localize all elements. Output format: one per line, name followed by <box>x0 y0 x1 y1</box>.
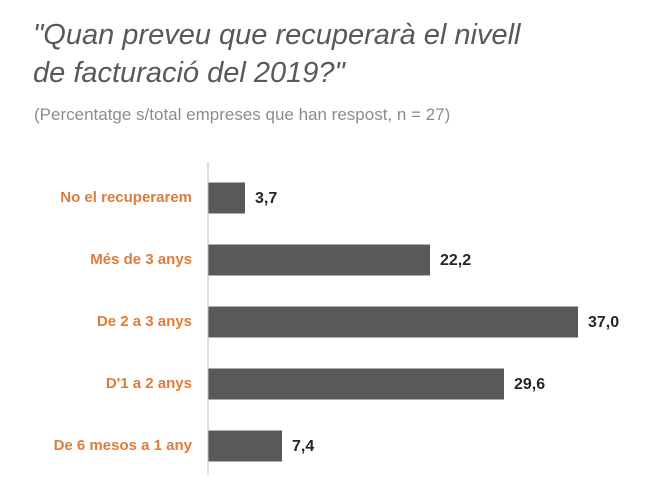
bar-4 <box>208 368 504 400</box>
chart-title-line-1: "Quan preveu que recuperarà el nivell <box>33 19 521 51</box>
category-label: De 2 a 3 anys <box>97 313 192 330</box>
bar-5 <box>208 430 282 462</box>
value-label: 3,7 <box>255 190 277 207</box>
category-label: No el recuperarem <box>60 189 192 206</box>
bar-2 <box>208 244 430 276</box>
category-label: Més de 3 anys <box>90 251 192 268</box>
chart-title-line-2: de facturació del 2019?" <box>33 57 345 89</box>
category-label: De 6 mesos a 1 any <box>54 437 193 454</box>
value-label: 22,2 <box>440 252 471 269</box>
value-label: 29,6 <box>514 376 545 393</box>
category-label: D'1 a 2 anys <box>106 375 192 392</box>
chart-subtitle: (Percentatge s/total empreses que han re… <box>34 105 451 124</box>
value-label: 7,4 <box>292 438 314 455</box>
bar-chart: No el recuperarem 3,7 Més de 3 anys 22,2 De … <box>54 162 619 475</box>
chart-title: "Quan preveu que recuperarà el nivell de… <box>33 16 633 92</box>
value-label: 37,0 <box>588 314 619 331</box>
bar-1 <box>208 182 245 214</box>
bar-3 <box>208 306 578 338</box>
